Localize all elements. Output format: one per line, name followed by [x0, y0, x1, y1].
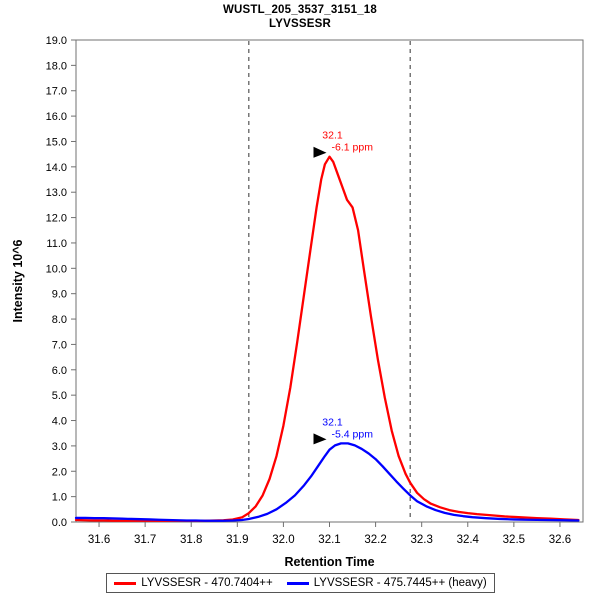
- peak-marker-icon: [313, 433, 327, 445]
- x-axis-title: Retention Time: [284, 555, 374, 569]
- legend-label-light: LYVSSESR - 470.7404++: [141, 577, 273, 589]
- y-axis-tick-label: 1.0: [52, 492, 67, 504]
- x-axis-tick-label: 32.4: [457, 534, 480, 546]
- figure-subtitle: LYVSSESR: [269, 18, 331, 30]
- series-line-heavy[interactable]: [74, 442, 580, 522]
- y-axis-tick-label: 8.0: [52, 314, 67, 326]
- x-axis-tick-label: 32.3: [410, 534, 432, 546]
- x-axis-tick-label: 31.6: [88, 534, 110, 546]
- y-axis-tick-label: 5.0: [52, 390, 67, 402]
- y-axis-tick-label: 0.0: [52, 517, 67, 529]
- legend-item-light[interactable]: LYVSSESR - 470.7404++: [114, 577, 273, 589]
- x-axis-tick-label: 32.5: [503, 534, 525, 546]
- page-title: WUSTL_205_3537_3151_18: [222, 4, 377, 16]
- x-axis-tick-label: 32.1: [318, 534, 340, 546]
- y-axis-tick-label: 14.0: [46, 162, 67, 174]
- y-axis-tick-label: 4.0: [52, 416, 67, 428]
- x-axis-tick-label: 32.6: [549, 534, 571, 546]
- y-axis-tick-label: 9.0: [52, 289, 67, 301]
- x-axis-tick-label: 31.9: [226, 534, 248, 546]
- y-axis-tick-label: 12.0: [46, 213, 67, 225]
- y-axis-tick-label: 19.0: [46, 35, 67, 47]
- legend-swatch-icon-heavy: [286, 581, 309, 585]
- peak-marker-icon: [313, 146, 327, 158]
- y-axis-tick-label: 16.0: [46, 111, 67, 123]
- peak-rt-label: 32.1: [322, 130, 343, 142]
- series-line-light[interactable]: [74, 155, 580, 522]
- y-axis-tick-label: 13.0: [46, 187, 67, 199]
- y-axis-tick-label: 10.0: [46, 263, 67, 275]
- peak-annotation-light: 32.1-6.1 ppm: [313, 130, 374, 158]
- peak-ppm-label: -5.4 ppm: [332, 428, 374, 440]
- figure-title-block: WUSTL_205_3537_3151_18 LYVSSESR: [0, 3, 600, 31]
- y-axis-title: Intensity 10^6: [11, 239, 25, 322]
- y-axis-tick-label: 15.0: [46, 136, 67, 148]
- peak-rt-label: 32.1: [322, 416, 343, 428]
- x-axis-tick-label: 32.0: [272, 534, 294, 546]
- x-axis-tick-label: 32.2: [364, 534, 386, 546]
- peak-ppm-label: -6.1 ppm: [332, 142, 374, 154]
- y-axis-tick-label: 11.0: [46, 238, 67, 250]
- y-axis-tick-label: 3.0: [52, 441, 67, 453]
- y-axis-tick-label: 2.0: [52, 466, 67, 478]
- legend-item-heavy[interactable]: LYVSSESR - 475.7445++ (heavy): [286, 577, 487, 589]
- peak-annotation-heavy: 32.1-5.4 ppm: [313, 416, 374, 445]
- legend: LYVSSESR - 470.7404++ LYVSSESR - 475.744…: [106, 573, 495, 593]
- y-axis-tick-label: 17.0: [46, 86, 67, 98]
- y-axis-tick-label: 6.0: [52, 365, 67, 377]
- y-axis-tick-label: 7.0: [52, 339, 67, 351]
- x-axis-tick-label: 31.7: [134, 534, 156, 546]
- x-axis-tick-label: 31.8: [180, 534, 202, 546]
- y-axis-tick-label: 18.0: [46, 60, 67, 72]
- legend-label-heavy: LYVSSESR - 475.7445++ (heavy): [313, 577, 487, 589]
- legend-swatch-icon-light: [114, 581, 137, 585]
